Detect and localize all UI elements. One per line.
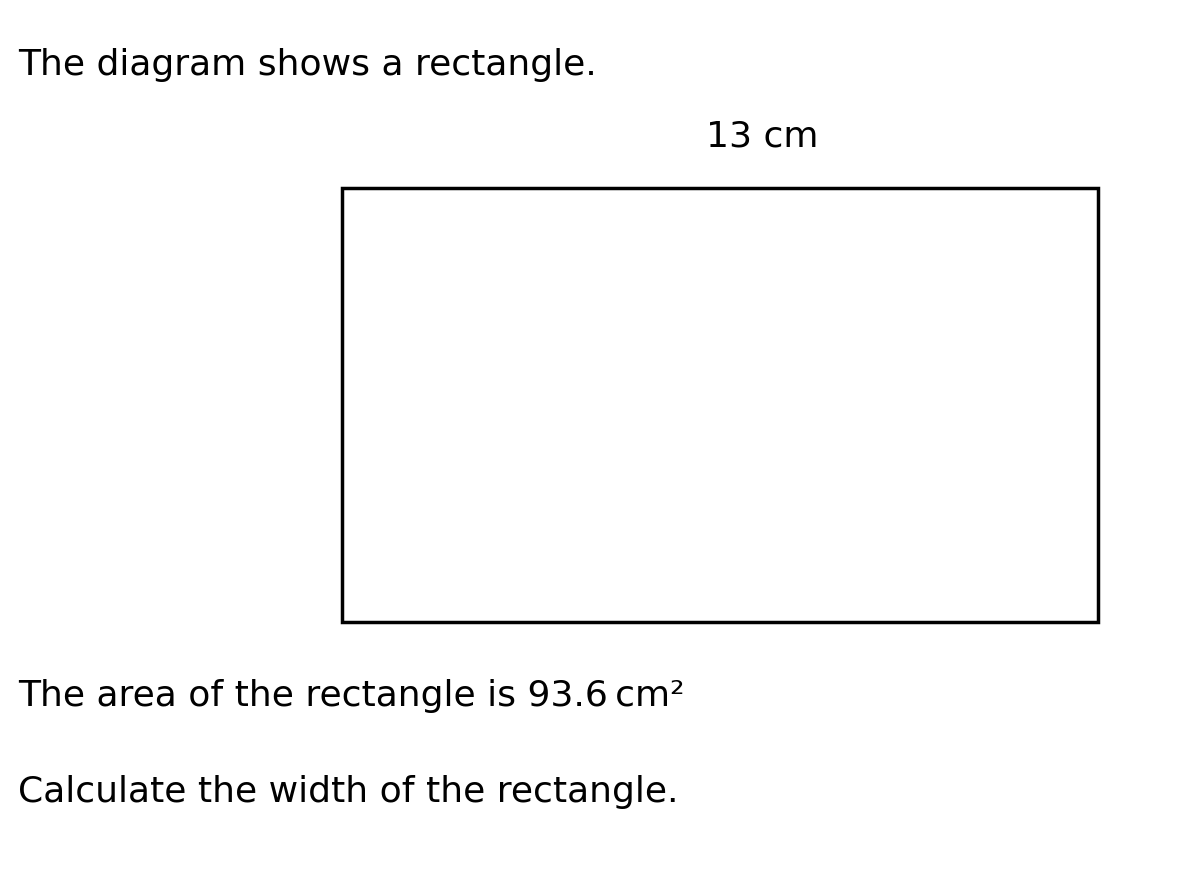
Text: The diagram shows a rectangle.: The diagram shows a rectangle.: [18, 48, 596, 82]
Bar: [342, 188, 1098, 622]
Text: Calculate the width of the rectangle.: Calculate the width of the rectangle.: [18, 775, 678, 809]
Text: 13 cm: 13 cm: [706, 119, 818, 153]
Text: The area of the rectangle is 93.6 cm²: The area of the rectangle is 93.6 cm²: [18, 679, 684, 713]
